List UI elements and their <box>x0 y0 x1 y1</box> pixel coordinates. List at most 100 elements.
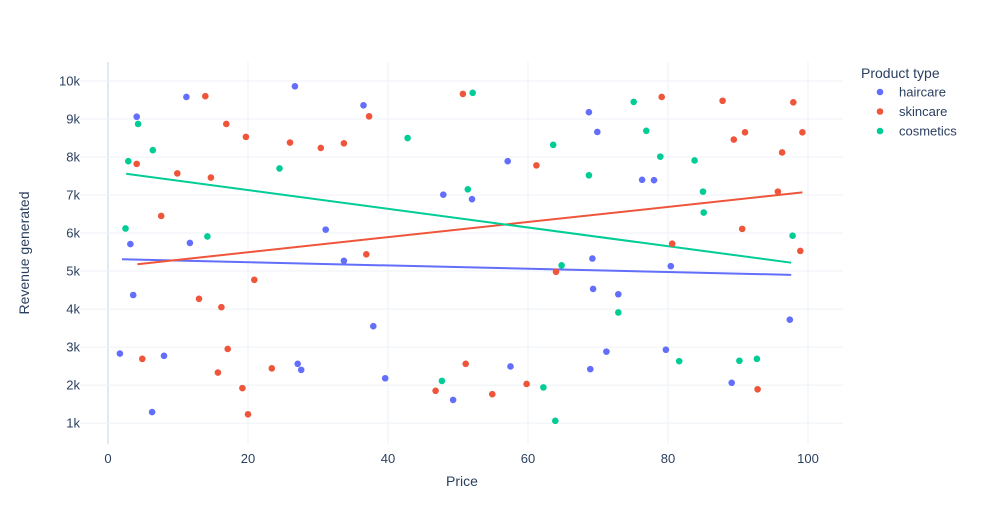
skincare-point[interactable] <box>774 188 782 195</box>
cosmetics-point[interactable] <box>469 89 477 97</box>
skincare-point[interactable] <box>738 225 746 233</box>
cosmetics-point[interactable] <box>558 262 565 269</box>
skincare-point[interactable] <box>286 139 294 146</box>
cosmetics-point[interactable] <box>753 355 761 363</box>
haircare-point[interactable] <box>322 226 330 233</box>
cosmetics-point[interactable] <box>657 153 664 160</box>
skincare-point[interactable] <box>214 369 222 376</box>
skincare-point[interactable] <box>218 303 225 311</box>
skincare-point[interactable] <box>239 384 246 392</box>
skincare-point[interactable] <box>223 120 230 128</box>
skincare-point[interactable] <box>174 170 181 177</box>
cosmetics-point[interactable] <box>438 377 446 385</box>
cosmetics-point[interactable] <box>736 357 743 365</box>
cosmetics-point[interactable] <box>122 225 129 232</box>
skincare-point[interactable] <box>741 129 749 136</box>
haircare-point[interactable] <box>127 240 134 248</box>
haircare-point[interactable] <box>728 379 735 387</box>
haircare-point[interactable] <box>133 113 140 121</box>
skincare-point[interactable] <box>668 240 676 247</box>
haircare-point[interactable] <box>585 108 593 116</box>
cosmetics-point[interactable] <box>630 98 637 106</box>
haircare-point[interactable] <box>340 257 348 265</box>
skincare-point[interactable] <box>340 140 348 147</box>
cosmetics-point[interactable] <box>204 233 211 240</box>
haircare-point[interactable] <box>650 176 658 184</box>
skincare-point[interactable] <box>133 160 140 168</box>
skincare-point[interactable] <box>195 295 203 303</box>
haircare-point[interactable] <box>291 83 299 90</box>
skincare-point[interactable] <box>317 144 325 152</box>
cosmetics-point[interactable] <box>464 186 472 193</box>
cosmetics-point[interactable] <box>125 157 132 165</box>
skincare-point[interactable] <box>778 149 786 156</box>
skincare-point[interactable] <box>459 90 467 98</box>
skincare-point[interactable] <box>432 387 439 395</box>
cosmetics-point[interactable] <box>675 357 683 365</box>
legend-item-cosmetics[interactable]: cosmetics <box>876 124 958 139</box>
haircare-point[interactable] <box>186 239 194 247</box>
haircare-point[interactable] <box>360 102 367 109</box>
cosmetics-point[interactable] <box>643 127 650 135</box>
haircare-point[interactable] <box>786 316 794 324</box>
haircare-point[interactable] <box>587 365 594 373</box>
haircare-point[interactable] <box>440 191 447 198</box>
haircare-point[interactable] <box>594 128 601 136</box>
skincare-point[interactable] <box>523 380 530 388</box>
skincare-point[interactable] <box>207 174 215 181</box>
cosmetics-point[interactable] <box>276 165 283 172</box>
legend-item-haircare[interactable]: haircare <box>876 85 946 100</box>
haircare-point[interactable] <box>589 255 596 262</box>
skincare-point[interactable] <box>365 113 373 120</box>
haircare-point[interactable] <box>294 360 302 368</box>
haircare-point[interactable] <box>615 290 622 298</box>
haircare-point[interactable] <box>589 285 597 293</box>
haircare-point[interactable] <box>183 93 190 101</box>
cosmetics-point[interactable] <box>134 120 142 128</box>
cosmetics-point[interactable] <box>789 232 796 240</box>
skincare-point[interactable] <box>797 247 804 255</box>
cosmetics-point[interactable] <box>615 309 622 316</box>
skincare-point[interactable] <box>224 345 231 353</box>
skincare-point[interactable] <box>730 136 738 143</box>
skincare-point[interactable] <box>268 365 276 372</box>
haircare-point[interactable] <box>148 408 156 416</box>
cosmetics-point[interactable] <box>552 417 559 425</box>
skincare-point[interactable] <box>489 390 496 398</box>
skincare-point[interactable] <box>157 212 165 220</box>
skincare-point[interactable] <box>242 133 250 141</box>
haircare-point[interactable] <box>297 366 305 374</box>
haircare-point[interactable] <box>638 176 646 184</box>
skincare-point[interactable] <box>754 385 761 393</box>
skincare-point[interactable] <box>251 276 258 284</box>
haircare-point[interactable] <box>507 363 514 370</box>
skincare-point[interactable] <box>244 411 252 418</box>
legend-item-skincare[interactable]: skincare <box>876 104 948 119</box>
haircare-point[interactable] <box>160 352 168 360</box>
skincare-point[interactable] <box>139 355 146 363</box>
haircare-point[interactable] <box>116 350 124 357</box>
cosmetics-point[interactable] <box>700 209 707 216</box>
cosmetics-point[interactable] <box>585 171 593 179</box>
cosmetics-point[interactable] <box>699 188 707 195</box>
haircare-point[interactable] <box>468 195 476 203</box>
skincare-point[interactable] <box>658 93 665 101</box>
skincare-point[interactable] <box>533 162 540 169</box>
skincare-point[interactable] <box>462 360 470 368</box>
haircare-point[interactable] <box>370 322 377 330</box>
skincare-point[interactable] <box>202 92 209 100</box>
haircare-point[interactable] <box>504 157 512 165</box>
skincare-point[interactable] <box>552 268 560 276</box>
skincare-point[interactable] <box>719 97 726 105</box>
cosmetics-point[interactable] <box>149 146 157 154</box>
haircare-point[interactable] <box>129 291 137 299</box>
haircare-point[interactable] <box>449 396 457 404</box>
haircare-point[interactable] <box>381 374 389 382</box>
cosmetics-point[interactable] <box>404 134 411 142</box>
skincare-point[interactable] <box>790 98 797 106</box>
haircare-point[interactable] <box>662 346 670 354</box>
cosmetics-point[interactable] <box>691 157 698 164</box>
cosmetics-point[interactable] <box>540 384 547 391</box>
haircare-point[interactable] <box>603 348 610 355</box>
skincare-point[interactable] <box>799 129 806 136</box>
